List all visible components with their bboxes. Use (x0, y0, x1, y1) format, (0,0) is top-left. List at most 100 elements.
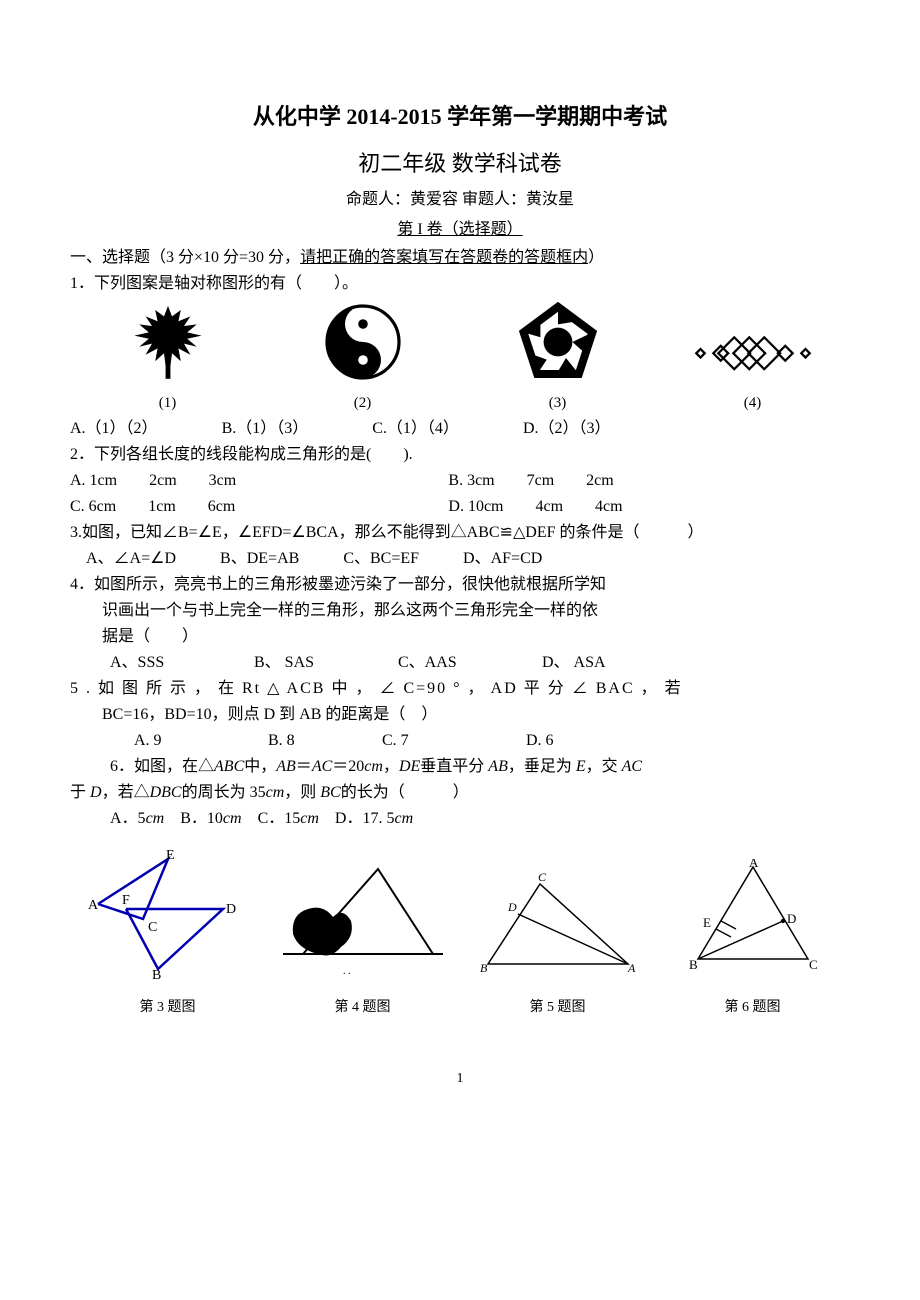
fig6-caption: 第 6 题图 (655, 997, 850, 1018)
q5-opt-d: D. 6 (526, 732, 554, 749)
q6-eq: ＝ (296, 758, 312, 775)
q5-options: A. 9 B. 8 C. 7 D. 6 (70, 729, 850, 753)
q4-stem1: 4．如图所示，亮亮书上的三角形被墨迹污染了一部分，很快他就根据所学知 (70, 573, 850, 597)
q5-stem2: BC=16，BD=10，则点 D 到 AB 的距离是（ ） (70, 703, 850, 727)
q5-opt-b: B. 8 (268, 729, 378, 753)
q1-images: (1) (2) (3) (70, 302, 850, 415)
q1-label-1: (1) (70, 392, 265, 415)
svg-text:C: C (538, 870, 547, 884)
q2-opt-c: C. 6cm 1cm 6cm (70, 495, 444, 519)
q1-opt-a: A.（1）（2） (70, 420, 158, 437)
svg-text:E: E (166, 849, 175, 863)
q6-c1: ， (383, 758, 399, 775)
svg-text:A: A (88, 898, 99, 913)
svg-text:D: D (507, 900, 517, 914)
instr-plain: 一、选择题（3 分×10 分=30 分， (70, 249, 300, 266)
q2-row2: C. 6cm 1cm 6cm D. 10cm 4cm 4cm (70, 495, 850, 519)
q6-opt-c: C．15cm (258, 810, 319, 827)
knot-icon (693, 332, 813, 382)
q6-2D: D (90, 784, 102, 801)
q1-opt-c: C.（1）（4） (372, 420, 459, 437)
fig3-icon: E F A C D B (88, 849, 248, 979)
q6-options: A．5cm B．10cm C．15cm D．17. 5cm (70, 807, 850, 831)
q6-ac: AC (312, 758, 332, 775)
q2-opt-a: A. 1cm 2cm 3cm (70, 469, 444, 493)
figures-row: E F A C D B 第 3 题图 . . 第 4 题图 C D B A 第 … (70, 849, 850, 1018)
fig5-icon: C D B A (478, 869, 638, 979)
instr-underline: 请把正确的答案填写在答题卷的答题框内 (300, 249, 588, 266)
svg-text:D: D (226, 902, 236, 917)
svg-text:B: B (689, 957, 698, 972)
q2-opt-b: B. 3cm 7cm 2cm (448, 472, 613, 489)
q6-20: ＝20 (332, 758, 364, 775)
q6-cm1: cm (364, 758, 383, 775)
q6-de: DE (399, 758, 420, 775)
leaf-icon (128, 302, 208, 382)
q6-g: ，垂足为 (508, 758, 576, 775)
svg-text:B: B (152, 968, 161, 979)
pentagon-icon (516, 302, 600, 382)
q6-bc: BC (320, 784, 340, 801)
q6-opt-b: B．10cm (180, 810, 241, 827)
q6-2a: 于 (70, 784, 90, 801)
svg-text:. .: . . (343, 966, 351, 977)
q4-opt-b: B、 SAS (254, 651, 394, 675)
q4-opt-a: A、SSS (110, 651, 250, 675)
q1-stem: 1．下列图案是轴对称图形的有（ ）。 (70, 272, 850, 296)
q6-abc: ABC (214, 758, 244, 775)
fig6-icon: A E D B C (683, 859, 823, 979)
q2-stem: 2．下列各组长度的线段能构成三角形的是( ). (70, 443, 850, 467)
q3-opt-c: C、BC=EF (343, 550, 419, 567)
q6-f: 垂直平分 (420, 758, 488, 775)
q3-options: A、∠A=∠D B、DE=AB C、BC=EF D、AF=CD (70, 547, 850, 571)
q6-2b: ，若△ (102, 784, 150, 801)
q2-row1: A. 1cm 2cm 3cm B. 3cm 7cm 2cm (70, 469, 850, 493)
q1-opt-b: B.（1）（3） (222, 420, 309, 437)
q6-E: E (576, 758, 586, 775)
q3-opt-d: D、AF=CD (463, 550, 542, 567)
fig5-caption: 第 5 题图 (460, 997, 655, 1018)
q4-options: A、SSS B、 SAS C、AAS D、 ASA (70, 651, 850, 675)
section-instruction: 一、选择题（3 分×10 分=30 分，请把正确的答案填写在答题卷的答题框内） (70, 246, 850, 270)
q3-opt-a: A、∠A=∠D (86, 550, 176, 567)
q6-t: 6．如图，在△ (110, 758, 214, 775)
svg-text:C: C (148, 920, 157, 935)
fig4-icon: . . (283, 859, 443, 979)
svg-text:A: A (749, 859, 759, 870)
q5-opt-a: A. 9 (134, 729, 264, 753)
svg-text:A: A (627, 961, 636, 975)
q4-opt-c: C、AAS (398, 651, 538, 675)
credits: 命题人：黄爱容 审题人：黄汝星 (70, 188, 850, 212)
svg-text:F: F (122, 893, 130, 908)
q6-ab: AB (276, 758, 296, 775)
yinyang-icon (323, 302, 403, 382)
svg-text:C: C (809, 957, 818, 972)
q2-opt-d: D. 10cm 4cm 4cm (448, 498, 622, 515)
q4-stem2: 识画出一个与书上完全一样的三角形，那么这两个三角形完全一样的依 (70, 599, 850, 623)
q1-options: A.（1）（2） B.（1）（3） C.（1）（4） D.（2）（3） (70, 417, 850, 441)
instr-close: ） (588, 249, 604, 266)
q6-line2: 于 D，若△DBC的周长为 35cm，则 BC的长为（ ） (70, 781, 850, 805)
q3-stem: 3.如图，已知∠B=∠E，∠EFD=∠BCA，那么不能得到△ABC≌△DEF 的… (70, 521, 850, 545)
q6-AC2: AC (622, 758, 642, 775)
q4-opt-d: D、 ASA (542, 654, 606, 671)
q5-opt-c: C. 7 (382, 729, 522, 753)
exam-title: 从化中学 2014-2015 学年第一学期期中考试 (70, 100, 850, 133)
q1-label-2: (2) (265, 392, 460, 415)
exam-subtitle: 初二年级 数学科试卷 (70, 147, 850, 180)
q6-line1: 6．如图，在△ABC中，AB＝AC＝20cm，DE垂直平分 AB，垂足为 E，交… (70, 755, 850, 779)
q6-2c: 的周长为 35 (182, 784, 266, 801)
q6-opt-d: D．17. 5cm (335, 810, 413, 827)
q6-ab2: AB (488, 758, 508, 775)
section-header: 第 I 卷（选择题） (70, 218, 850, 242)
q1-opt-d: D.（2）（3） (523, 420, 611, 437)
q6-2cm: cm (266, 784, 285, 801)
fig3-caption: 第 3 题图 (70, 997, 265, 1018)
svg-text:D: D (787, 911, 796, 926)
svg-text:E: E (703, 915, 711, 930)
q6-opt-a: A．5cm (110, 810, 164, 827)
q1-label-3: (3) (460, 392, 655, 415)
q3-opt-b: B、DE=AB (220, 550, 299, 567)
q6-2d: ，则 (284, 784, 320, 801)
q6-h: ，交 (586, 758, 622, 775)
